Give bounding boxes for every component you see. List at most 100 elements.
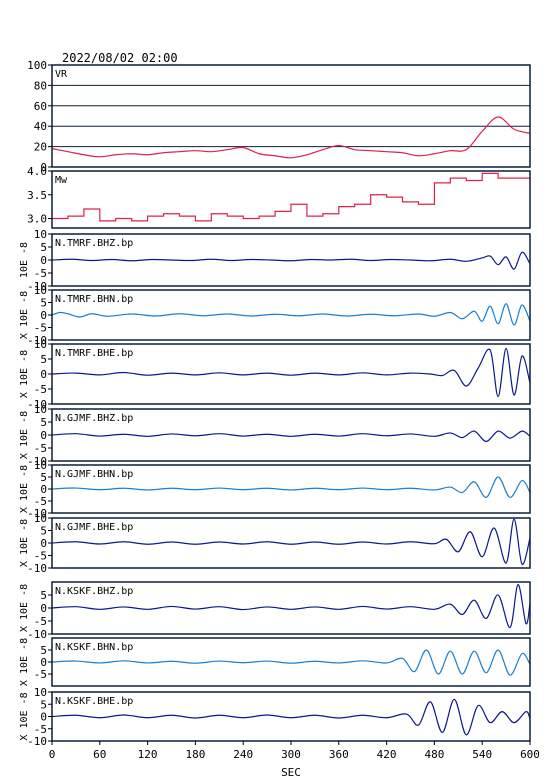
- y-tick-label: -10: [27, 280, 47, 293]
- panel-label: VR: [55, 69, 68, 80]
- series-line: [52, 583, 530, 629]
- y-axis-label: X 10E -8: [19, 411, 30, 459]
- series-line: [52, 116, 530, 159]
- panel-label: N.KSKF.BHN.bp: [55, 642, 133, 653]
- series-line: [52, 347, 530, 398]
- panel-5: 10 5 0 -5 -10 N.TMRF.BHE.bp X 10E -8: [19, 338, 531, 411]
- y-tick-label: -10: [27, 628, 47, 641]
- panel-2: 4.0 3.5 3.0 Mw: [27, 165, 531, 229]
- y-tick-label: 10: [34, 403, 47, 416]
- y-tick-label: 0: [40, 711, 47, 724]
- y-tick-label: 5: [40, 471, 47, 484]
- y-tick-label: 0: [40, 483, 47, 496]
- panel-1: 100 80 60 40 20 0 VR: [27, 59, 531, 174]
- y-axis-label: X 10E -8: [19, 465, 30, 513]
- y-tick-label: 60: [34, 100, 47, 113]
- x-tick-label: 120: [138, 748, 158, 761]
- y-tick-label: -10: [27, 455, 47, 468]
- x-tick-label: 0: [49, 748, 56, 761]
- y-axis-label: X 10E -8: [19, 291, 30, 339]
- x-tick-label: 420: [377, 748, 397, 761]
- series-line: [52, 698, 530, 736]
- y-tick-label: -5: [34, 723, 47, 736]
- y-tick-label: 5: [40, 416, 47, 429]
- y-tick-label: 10: [34, 228, 47, 241]
- x-tick-label: 60: [93, 748, 106, 761]
- panel-frame: [51, 64, 531, 168]
- y-tick-label: 4.0: [27, 165, 47, 178]
- y-tick-label: -5: [34, 550, 47, 563]
- y-tick-label: -5: [34, 383, 47, 396]
- x-tick-label: 180: [185, 748, 205, 761]
- y-tick-label: 0: [40, 429, 47, 442]
- panel-label: N.KSKF.BHZ.bp: [55, 586, 133, 597]
- series-line: [52, 649, 530, 676]
- figure-title: 2022/08/02 02:00: [62, 51, 178, 65]
- panel-label: N.TMRF.BHN.bp: [55, 294, 133, 305]
- y-tick-label: 0: [40, 368, 47, 381]
- y-tick-label: 3.5: [27, 189, 47, 202]
- panel-9: 50-5-10 N.KSKF.BHZ.bp X 10E -8: [19, 581, 531, 641]
- y-tick-label: 80: [34, 79, 47, 92]
- y-tick-label: -10: [27, 562, 47, 575]
- x-tick-label: 540: [472, 748, 492, 761]
- y-tick-label: -5: [34, 495, 47, 508]
- y-tick-label: 10: [34, 459, 47, 472]
- panel-frame: [51, 170, 531, 229]
- y-tick-label: 0: [40, 537, 47, 550]
- panel-10: 50-5 N.KSKF.BHN.bp X 10E -8: [19, 637, 531, 687]
- y-axis-label: X 10E -8: [19, 584, 30, 632]
- x-tick-label: 360: [329, 748, 349, 761]
- panel-label: N.KSKF.BHE.bp: [55, 696, 133, 707]
- y-tick-label: -5: [34, 267, 47, 280]
- panel-label: Mw: [55, 175, 68, 186]
- y-tick-label: -10: [27, 735, 47, 748]
- y-axis-label: X 10E -8: [19, 350, 30, 398]
- series-line: [52, 251, 530, 270]
- series-line: [52, 303, 530, 326]
- y-tick-label: 3.0: [27, 213, 47, 226]
- panel-label: N.GJMF.BHZ.bp: [55, 413, 133, 424]
- y-tick-label: 5: [40, 297, 47, 310]
- panel-label: N.GJMF.BHN.bp: [55, 469, 133, 480]
- y-axis-label: X 10E -8: [19, 638, 30, 686]
- y-tick-label: -5: [34, 322, 47, 335]
- y-tick-label: 5: [40, 525, 47, 538]
- x-tick-label: 600: [520, 748, 540, 761]
- y-tick-label: 5: [40, 698, 47, 711]
- y-tick-label: 10: [34, 284, 47, 297]
- x-axis-label: SEC: [281, 766, 301, 779]
- series-line: [52, 476, 530, 498]
- y-tick-label: 5: [40, 353, 47, 366]
- y-tick-label: 0: [40, 161, 47, 174]
- y-axis-label: 10E -8: [19, 242, 30, 278]
- y-tick-label: 20: [34, 141, 47, 154]
- x-axis: 0 60 120 180 240 300 360 420 480 540 600: [49, 741, 540, 761]
- x-tick-label: 480: [424, 748, 444, 761]
- y-tick-label: 5: [40, 644, 47, 657]
- y-tick-label: 0: [40, 656, 47, 669]
- series-line: [52, 430, 530, 443]
- y-tick-label: 100: [27, 59, 47, 72]
- series-line: [52, 518, 530, 565]
- y-tick-label: -10: [27, 507, 47, 520]
- y-axis-label: X 10E -8: [19, 692, 30, 740]
- y-tick-label: -5: [34, 615, 47, 628]
- y-tick-label: 5: [40, 241, 47, 254]
- x-tick-label: 240: [233, 748, 253, 761]
- panel-label: N.TMRF.BHZ.bp: [55, 238, 133, 249]
- y-tick-label: -5: [34, 442, 47, 455]
- x-tick-label: 300: [281, 748, 301, 761]
- y-tick-label: -10: [27, 334, 47, 347]
- y-tick-label: 5: [40, 589, 47, 602]
- y-tick-label: -5: [34, 668, 47, 681]
- y-tick-label: 10: [34, 338, 47, 351]
- series-line: [52, 172, 530, 222]
